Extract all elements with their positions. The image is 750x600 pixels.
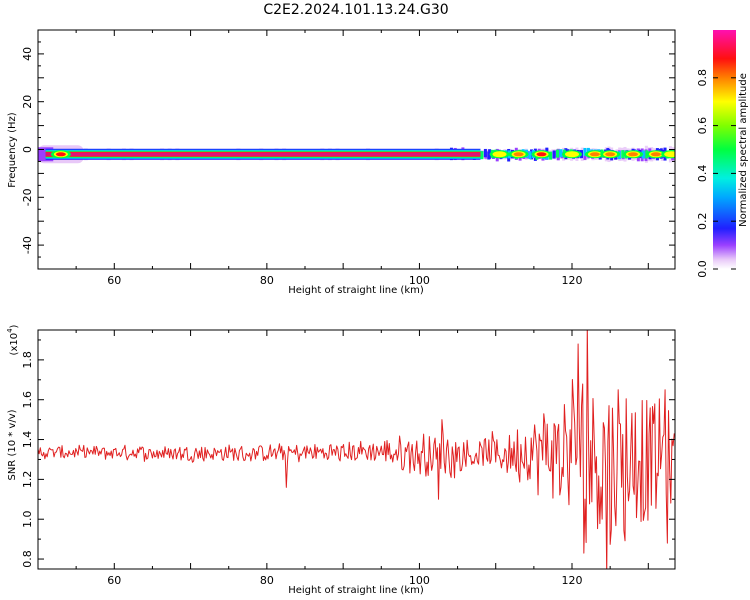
snr-y-tick-label: 1.4 [21,431,34,449]
snr-y-tick-label: 1.0 [21,510,34,528]
spectrogram-peak [55,152,66,157]
snr-x-tick-label: 120 [562,574,583,587]
spectrogram-band-fragment [528,151,532,160]
spectrogram-band-fragment [480,151,484,160]
snr-y-tick-label: 0.8 [21,550,34,568]
spectrogram-peak [513,152,524,157]
spectrogram-y-label: Frequency (Hz) [7,112,18,188]
snr-y-tick-label: 1.2 [21,471,34,489]
snr-x-tick-label: 80 [260,574,274,587]
colorbar-tick-label: 0.8 [696,69,709,87]
spectrogram-plot-area [38,145,675,164]
snr-panel: 60 80 100 120 0.8 1.0 1.2 1.4 1.6 1.8 Height of s… [6,324,676,596]
snr-y-multiplier-base: (x10 [9,333,20,356]
colorbar-gradient [713,30,736,269]
spectrogram-x-label: Height of straight line (km) [288,285,424,296]
spectrogram-halo-segment [481,150,485,159]
snr-x-tick-label: 100 [409,574,430,587]
spectrogram-ticks: 60 80 100 120 -40 -20 0 20 40 [21,29,675,287]
snr-y-label: SNR (10 * v/v) [7,409,18,480]
spectrogram-y-tick-label: -40 [21,236,34,254]
spectrogram-band [45,152,481,156]
spectrogram-x-tick-label: 100 [409,274,430,287]
spectrogram-band-fragment [641,150,645,159]
colorbar: 0.0 0.2 0.4 0.6 0.8 Normalized spectral ampl… [696,30,749,278]
spectrogram-peak [536,152,547,157]
spectrogram-peak [628,152,639,157]
colorbar-tick-label: 0.2 [696,212,709,230]
figure-title: C2E2.2024.101.13.24.G30 [263,2,448,18]
snr-x-tick-label: 60 [107,574,121,587]
spectrogram-band-fragment [552,150,556,159]
spectrogram-x-tick-label: 60 [107,274,121,287]
spectrogram-peak [605,152,616,157]
colorbar-tick-label: 0.4 [696,165,709,183]
spectrogram-band-fragment [487,151,491,160]
spectrogram-panel: 60 80 100 120 -40 -20 0 20 40 Height of straight… [7,29,676,296]
spectrogram-peak [589,152,600,157]
spectrogram-band-fragment [555,149,559,158]
spectrogram-y-tick-label: 20 [21,95,34,109]
snr-y-tick-label: 1.8 [21,351,34,369]
snr-frame [37,329,676,570]
snr-y-multiplier: (x104) [6,324,20,355]
spectrogram-band-fragment [583,147,587,156]
spectrogram-band-fragment [621,150,625,159]
spectrogram-y-tick-label: -20 [21,188,34,206]
colorbar-tick-label: 0.0 [696,260,709,278]
colorbar-ticks: 0.0 0.2 0.4 0.6 0.8 [696,69,736,278]
colorbar-label: Normalized spectral amplitude [738,73,749,227]
spectrogram-peak [494,152,505,157]
snr-y-tick-label: 1.6 [21,391,34,409]
spectrogram-peak [666,152,675,157]
snr-plot-area [38,330,675,569]
snr-ticks: 60 80 100 120 0.8 1.0 1.2 1.4 1.6 1.8 [21,330,675,587]
spectrogram-peak [650,152,661,157]
snr-x-label: Height of straight line (km) [288,585,424,596]
spectrogram-x-tick-label: 120 [562,274,583,287]
snr-y-multiplier-exp: 4 [6,328,14,333]
snr-series-line [38,330,675,569]
spectrogram-peak [567,152,578,157]
spectrogram-band-fragment [483,148,487,157]
colorbar-tick-label: 0.6 [696,117,709,135]
spectrogram-x-tick-label: 80 [260,274,274,287]
spectrogram-y-tick-label: 0 [21,146,34,153]
spectrogram-band-fragment [559,149,563,158]
spectrogram-y-tick-label: 40 [21,47,34,61]
svg-text:(x104): (x104) [6,324,20,355]
